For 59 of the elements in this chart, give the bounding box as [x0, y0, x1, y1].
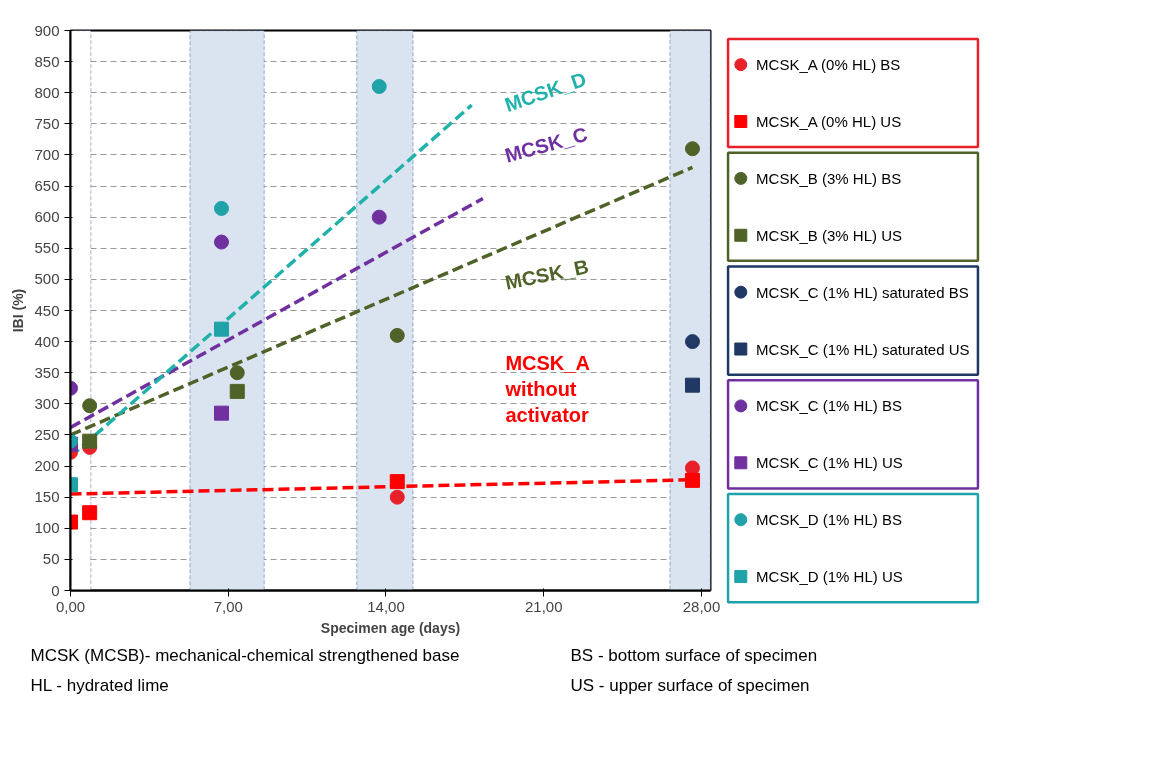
y-axis-title: IBI (%): [10, 288, 27, 333]
y-tick-label: 350: [34, 363, 60, 381]
legend-label: MCSK_A (0% HL) BS: [756, 56, 901, 74]
point: [371, 209, 387, 225]
point: [684, 460, 700, 476]
point: [684, 472, 700, 488]
point: [389, 489, 405, 505]
point: [213, 200, 229, 216]
text: HL - hydrated lime: [30, 676, 169, 695]
legend-label: MCSK_D (1% HL) US: [756, 568, 903, 586]
y-tick-label: 150: [34, 488, 60, 506]
legend-label: MCSK_C (1% HL) US: [756, 454, 903, 472]
point: [684, 377, 700, 393]
y-tick-label: 300: [34, 394, 60, 412]
x-axis-title: Specimen age (days): [320, 619, 461, 636]
y-tick-label: 400: [34, 332, 60, 350]
point: [82, 505, 98, 521]
point: [684, 141, 700, 157]
y-tick-label: 700: [34, 145, 60, 163]
y-tick-label: 250: [34, 425, 60, 443]
text: MCSK (MCSB)- mechanical-chemical strengthened base: [30, 646, 460, 665]
x-tick-label: 28,00: [682, 597, 721, 615]
x-tick-label: 7,00: [213, 597, 243, 615]
annotation: MCSK_A without activator: [504, 351, 590, 427]
y-tick-label: 600: [34, 208, 60, 226]
point: [82, 433, 98, 449]
text: BS - bottom surface of specimen: [570, 646, 818, 665]
legend-label: MCSK_C (1% HL) BS: [756, 397, 902, 415]
annotation: MCSK_B: [503, 255, 591, 294]
legend-label: MCSK_C (1% HL) saturated US: [756, 340, 970, 358]
legend-label: MCSK_D (1% HL) BS: [756, 511, 902, 529]
point: [389, 327, 405, 343]
y-tick-label: 100: [34, 519, 60, 537]
legend-label: MCSK_B (3% HL) US: [756, 226, 902, 244]
legend-label: MCSK_A (0% HL) US: [756, 113, 902, 131]
point: [229, 383, 245, 399]
x-tick-label: 14,00: [367, 597, 405, 615]
x-tick-label: 21,00: [524, 597, 563, 615]
y-tick-label: 550: [34, 239, 60, 257]
point: [684, 334, 700, 350]
point: [389, 474, 405, 490]
point: [213, 234, 229, 250]
y-tick-label: 900: [34, 21, 60, 39]
point: [82, 398, 98, 414]
x-tick-label: 0,00: [55, 597, 86, 615]
y-tick-label: 0: [51, 581, 60, 599]
y-tick-label: 750: [34, 114, 60, 132]
y-tick-label: 450: [34, 301, 60, 319]
y-tick-label: 800: [34, 83, 60, 101]
y-tick-label: 650: [34, 177, 60, 195]
point: [371, 79, 387, 94]
y-tick-label: 50: [42, 550, 60, 568]
text: US - upper surface of specimen: [570, 676, 810, 695]
legend-label: MCSK_C (1% HL) saturated BS: [756, 283, 969, 301]
y-tick-label: 850: [34, 52, 60, 70]
y-tick-label: 500: [34, 270, 60, 288]
point: [229, 365, 245, 381]
y-tick-label: 200: [34, 457, 60, 475]
legend-label: MCSK_B (3% HL) BS: [756, 169, 902, 187]
